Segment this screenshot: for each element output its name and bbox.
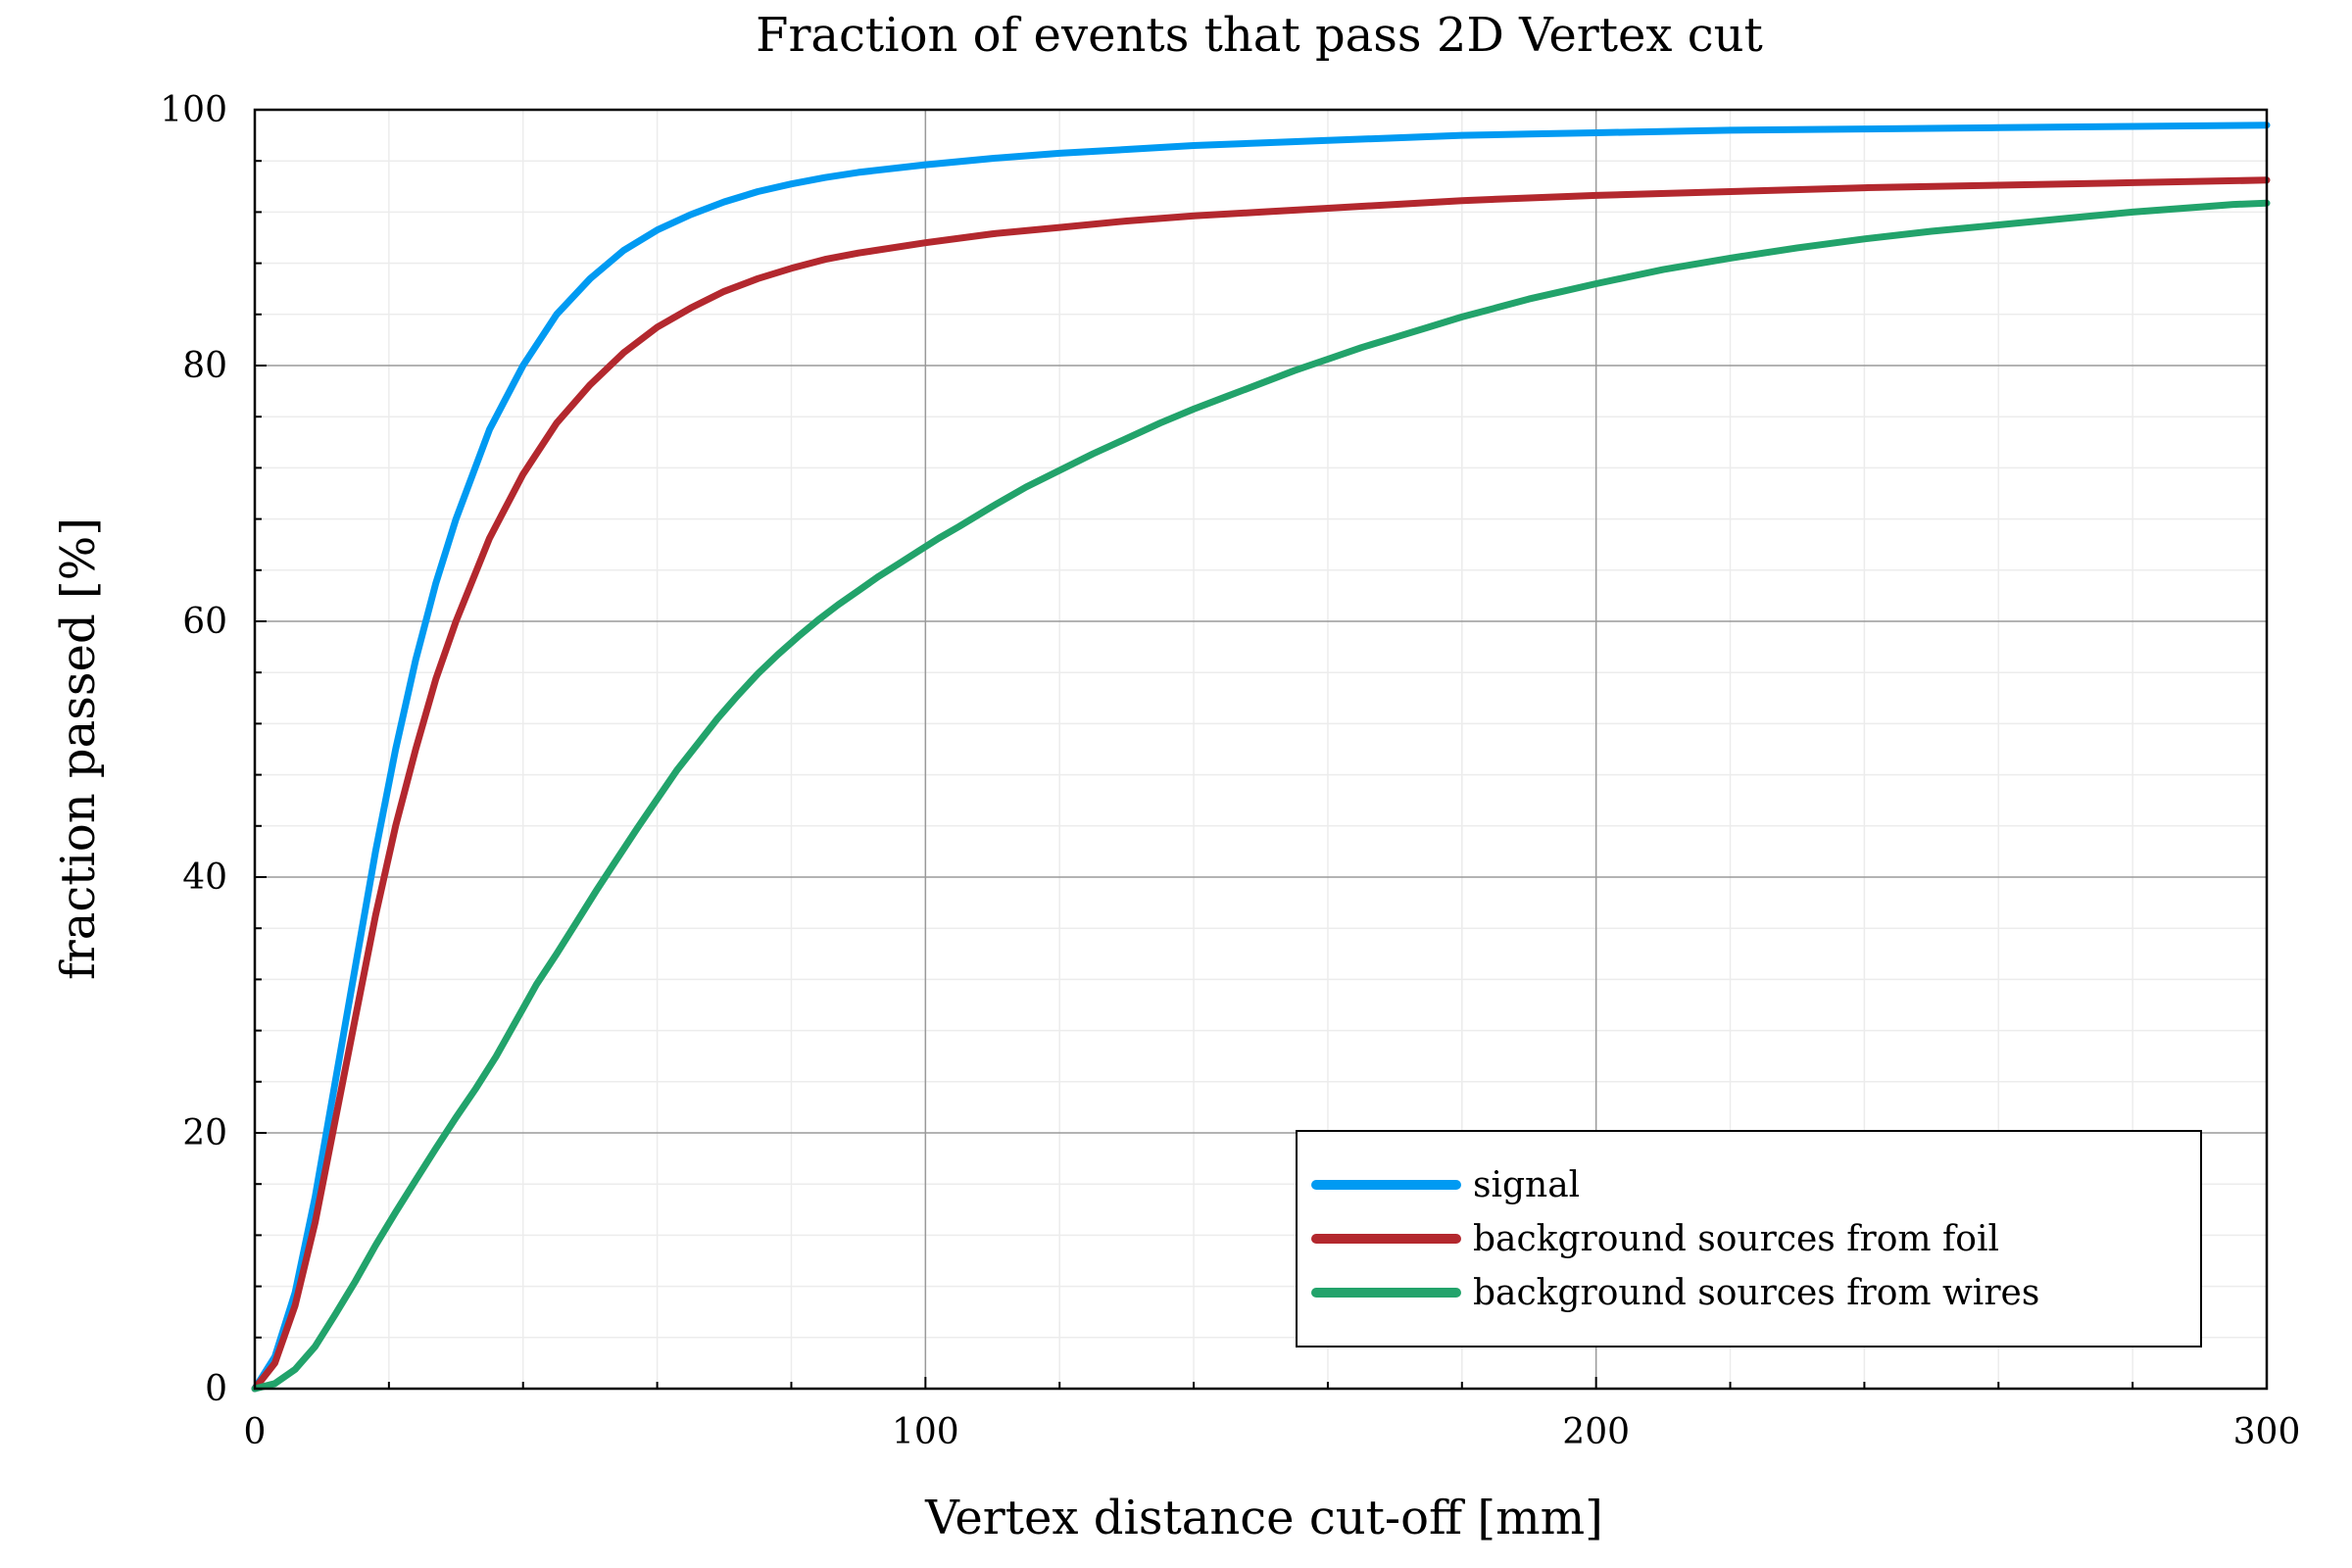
- legend-label-background-sources-from-foil: background sources from foil: [1473, 1219, 1999, 1259]
- y-tick-label: 40: [182, 858, 227, 898]
- plot-frame: [253, 108, 2269, 1391]
- x-tick-label: 200: [1562, 1412, 1630, 1452]
- legend-label-signal: signal: [1473, 1165, 1580, 1205]
- y-tick-label: 80: [182, 346, 227, 386]
- x-tick-label: 100: [892, 1412, 959, 1452]
- series-line-signal: [251, 122, 2271, 1393]
- x-axis-label: Vertex distance cut-off [mm]: [924, 1491, 1603, 1545]
- tick-labels: 0 100 200 300 0 20 40 60 80 100: [160, 90, 2300, 1452]
- y-tick-label: 20: [182, 1113, 227, 1153]
- legend-label-background-sources-from-wires: background sources from wires: [1473, 1273, 2039, 1313]
- axis-ticks: [254, 109, 2268, 1390]
- legend: signal background sources from foil backgr…: [1296, 1130, 2202, 1348]
- series-layer: [251, 122, 2271, 1393]
- y-tick-label: 60: [182, 602, 227, 642]
- series-line-background-sources-from-foil: [251, 176, 2271, 1393]
- y-axis-label: fraction passed [%]: [51, 517, 106, 980]
- chart-title: Fraction of events that pass 2D Vertex c…: [756, 8, 1763, 63]
- y-tick-label: 100: [160, 90, 227, 130]
- series-line-background-sources-from-wires: [251, 199, 2271, 1393]
- x-tick-label: 300: [2233, 1412, 2301, 1452]
- x-tick-label: 0: [244, 1412, 267, 1452]
- y-tick-label: 0: [205, 1369, 227, 1409]
